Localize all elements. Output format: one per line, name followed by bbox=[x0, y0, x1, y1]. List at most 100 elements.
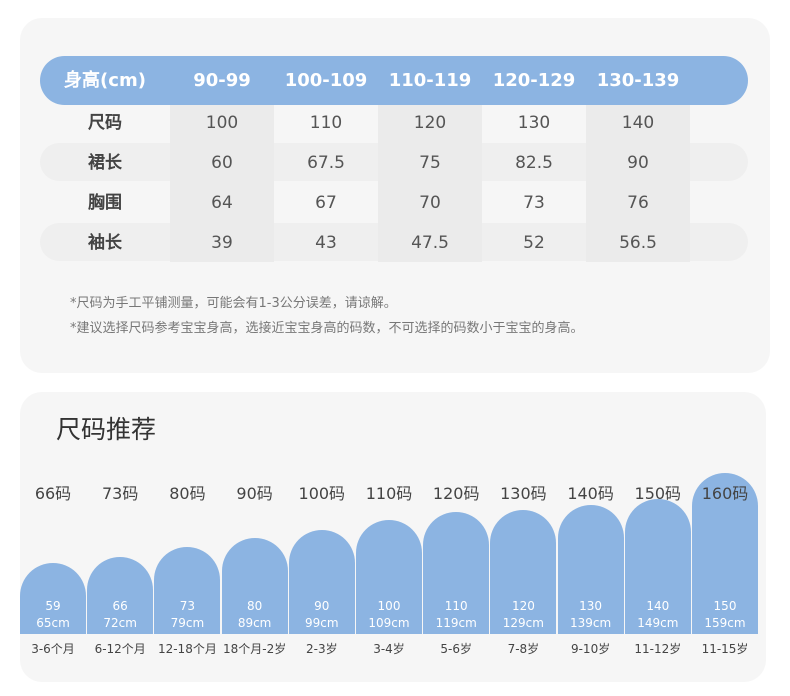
size-label: 73码 bbox=[102, 484, 139, 503]
age-label: 3-6个月 bbox=[31, 642, 75, 656]
header-column: 130-139 bbox=[596, 70, 680, 91]
table-cell: 47.5 bbox=[411, 233, 449, 253]
size-label: 110码 bbox=[365, 484, 413, 503]
size-bar bbox=[20, 563, 86, 634]
height-range: 80 89cm bbox=[222, 598, 288, 632]
height-min: 66 bbox=[112, 599, 128, 613]
height-max: 109cm bbox=[368, 616, 410, 630]
table-cell: 140 bbox=[621, 113, 655, 133]
age-label: 6-12个月 bbox=[94, 642, 146, 656]
table-header: 身高(cm) 90-99 100-109 110-119 120-129 130-139 bbox=[40, 56, 748, 105]
table-cell: 39 bbox=[211, 233, 233, 253]
height-min: 80 bbox=[246, 599, 263, 613]
table-cell: 75 bbox=[419, 153, 441, 173]
height-max: 119cm bbox=[435, 616, 477, 630]
size-label: 150码 bbox=[634, 484, 682, 503]
column-shade bbox=[170, 105, 274, 262]
row-label: 裙长 bbox=[88, 153, 122, 173]
size-label: 140码 bbox=[567, 484, 614, 503]
height-min: 100 bbox=[377, 599, 401, 613]
size-bar bbox=[154, 547, 221, 634]
height-max: 89cm bbox=[237, 616, 272, 630]
size-bar bbox=[288, 530, 355, 634]
size-bar bbox=[624, 499, 691, 634]
height-range: 110 119cm bbox=[423, 598, 489, 632]
size-bar bbox=[557, 505, 624, 634]
height-max: 149cm bbox=[637, 616, 679, 630]
header-label: 身高(cm) bbox=[64, 70, 146, 91]
size-bar bbox=[221, 538, 288, 634]
age-label: 11-12岁 bbox=[634, 642, 682, 656]
header-column: 120-129 bbox=[492, 70, 576, 91]
height-range: 150 159cm bbox=[692, 598, 758, 632]
height-max: 65cm bbox=[36, 616, 70, 630]
height-range: 140 149cm bbox=[625, 598, 691, 632]
height-range: 73 79cm bbox=[154, 598, 220, 632]
height-min: 59 bbox=[45, 599, 61, 613]
height-range: 120 129cm bbox=[490, 598, 556, 632]
size-bar bbox=[490, 510, 557, 634]
size-label: 100码 bbox=[298, 484, 346, 503]
table-cell: 90 bbox=[627, 153, 649, 173]
table-cell: 100 bbox=[205, 113, 239, 133]
table-cell: 56.5 bbox=[619, 233, 657, 253]
height-max: 129cm bbox=[502, 616, 544, 630]
height-min: 90 bbox=[314, 599, 330, 613]
age-label: 9-10岁 bbox=[570, 642, 611, 656]
table-cell: 67.5 bbox=[307, 153, 345, 173]
column-shade bbox=[586, 105, 690, 262]
table-cell: 73 bbox=[523, 193, 545, 213]
height-max: 139cm bbox=[569, 616, 612, 630]
size-bar bbox=[423, 512, 490, 634]
row-label: 袖长 bbox=[88, 233, 122, 253]
height-min: 140 bbox=[646, 599, 670, 613]
size-bar bbox=[356, 520, 422, 634]
recommend-title: 尺码推荐 bbox=[56, 415, 157, 444]
table-cell: 110 bbox=[309, 113, 343, 133]
header-column: 90-99 bbox=[193, 70, 251, 91]
height-min: 73 bbox=[179, 599, 196, 613]
height-min: 110 bbox=[444, 599, 468, 613]
header-column: 100-109 bbox=[284, 70, 368, 91]
age-label: 5-6岁 bbox=[440, 642, 472, 656]
table-cell: 60 bbox=[211, 153, 233, 173]
height-min: 130 bbox=[579, 599, 603, 613]
header-column: 110-119 bbox=[388, 70, 472, 91]
height-range: 100 109cm bbox=[356, 598, 422, 632]
table-cell: 64 bbox=[211, 193, 233, 213]
age-label: 12-18个月 bbox=[157, 642, 217, 656]
table-cell: 70 bbox=[419, 193, 441, 213]
size-label: 80码 bbox=[169, 484, 206, 503]
table-cell: 76 bbox=[627, 193, 649, 213]
size-label: 66码 bbox=[34, 484, 72, 503]
height-max: 159cm bbox=[704, 616, 746, 630]
table-cell: 82.5 bbox=[515, 153, 553, 173]
height-range: 130 139cm bbox=[558, 598, 624, 632]
height-max: 72cm bbox=[103, 616, 137, 630]
height-range: 90 99cm bbox=[289, 598, 355, 632]
age-label: 3-4岁 bbox=[373, 642, 405, 656]
height-min: 150 bbox=[713, 599, 737, 613]
table-cell: 120 bbox=[413, 113, 447, 133]
height-range: 66 72cm bbox=[87, 598, 153, 632]
size-bar bbox=[87, 557, 154, 634]
age-label: 18个月-2岁 bbox=[222, 642, 287, 656]
table-cell: 130 bbox=[517, 113, 551, 133]
table-cell: 43 bbox=[315, 233, 337, 253]
size-label: 120码 bbox=[432, 484, 480, 503]
column-shade bbox=[378, 105, 482, 262]
table-cell: 52 bbox=[523, 233, 545, 253]
size-label: 130码 bbox=[500, 484, 547, 503]
size-label: 160码 bbox=[701, 484, 749, 503]
size-note: *建议选择尺码参考宝宝身高，选接近宝宝身高的码数，不可选择的码数小于宝宝的身高。 bbox=[70, 321, 584, 336]
row-label: 尺码 bbox=[88, 113, 122, 133]
age-label: 2-3岁 bbox=[305, 642, 338, 656]
size-bar bbox=[692, 473, 758, 634]
height-max: 99cm bbox=[305, 616, 339, 630]
age-label: 11-15岁 bbox=[701, 642, 749, 656]
table-cell: 67 bbox=[315, 193, 337, 213]
age-label: 7-8岁 bbox=[507, 642, 540, 656]
height-max: 79cm bbox=[170, 616, 205, 630]
size-label: 90码 bbox=[236, 484, 273, 503]
size-note: *尺码为手工平铺测量，可能会有1-3公分误差，请谅解。 bbox=[70, 296, 397, 311]
